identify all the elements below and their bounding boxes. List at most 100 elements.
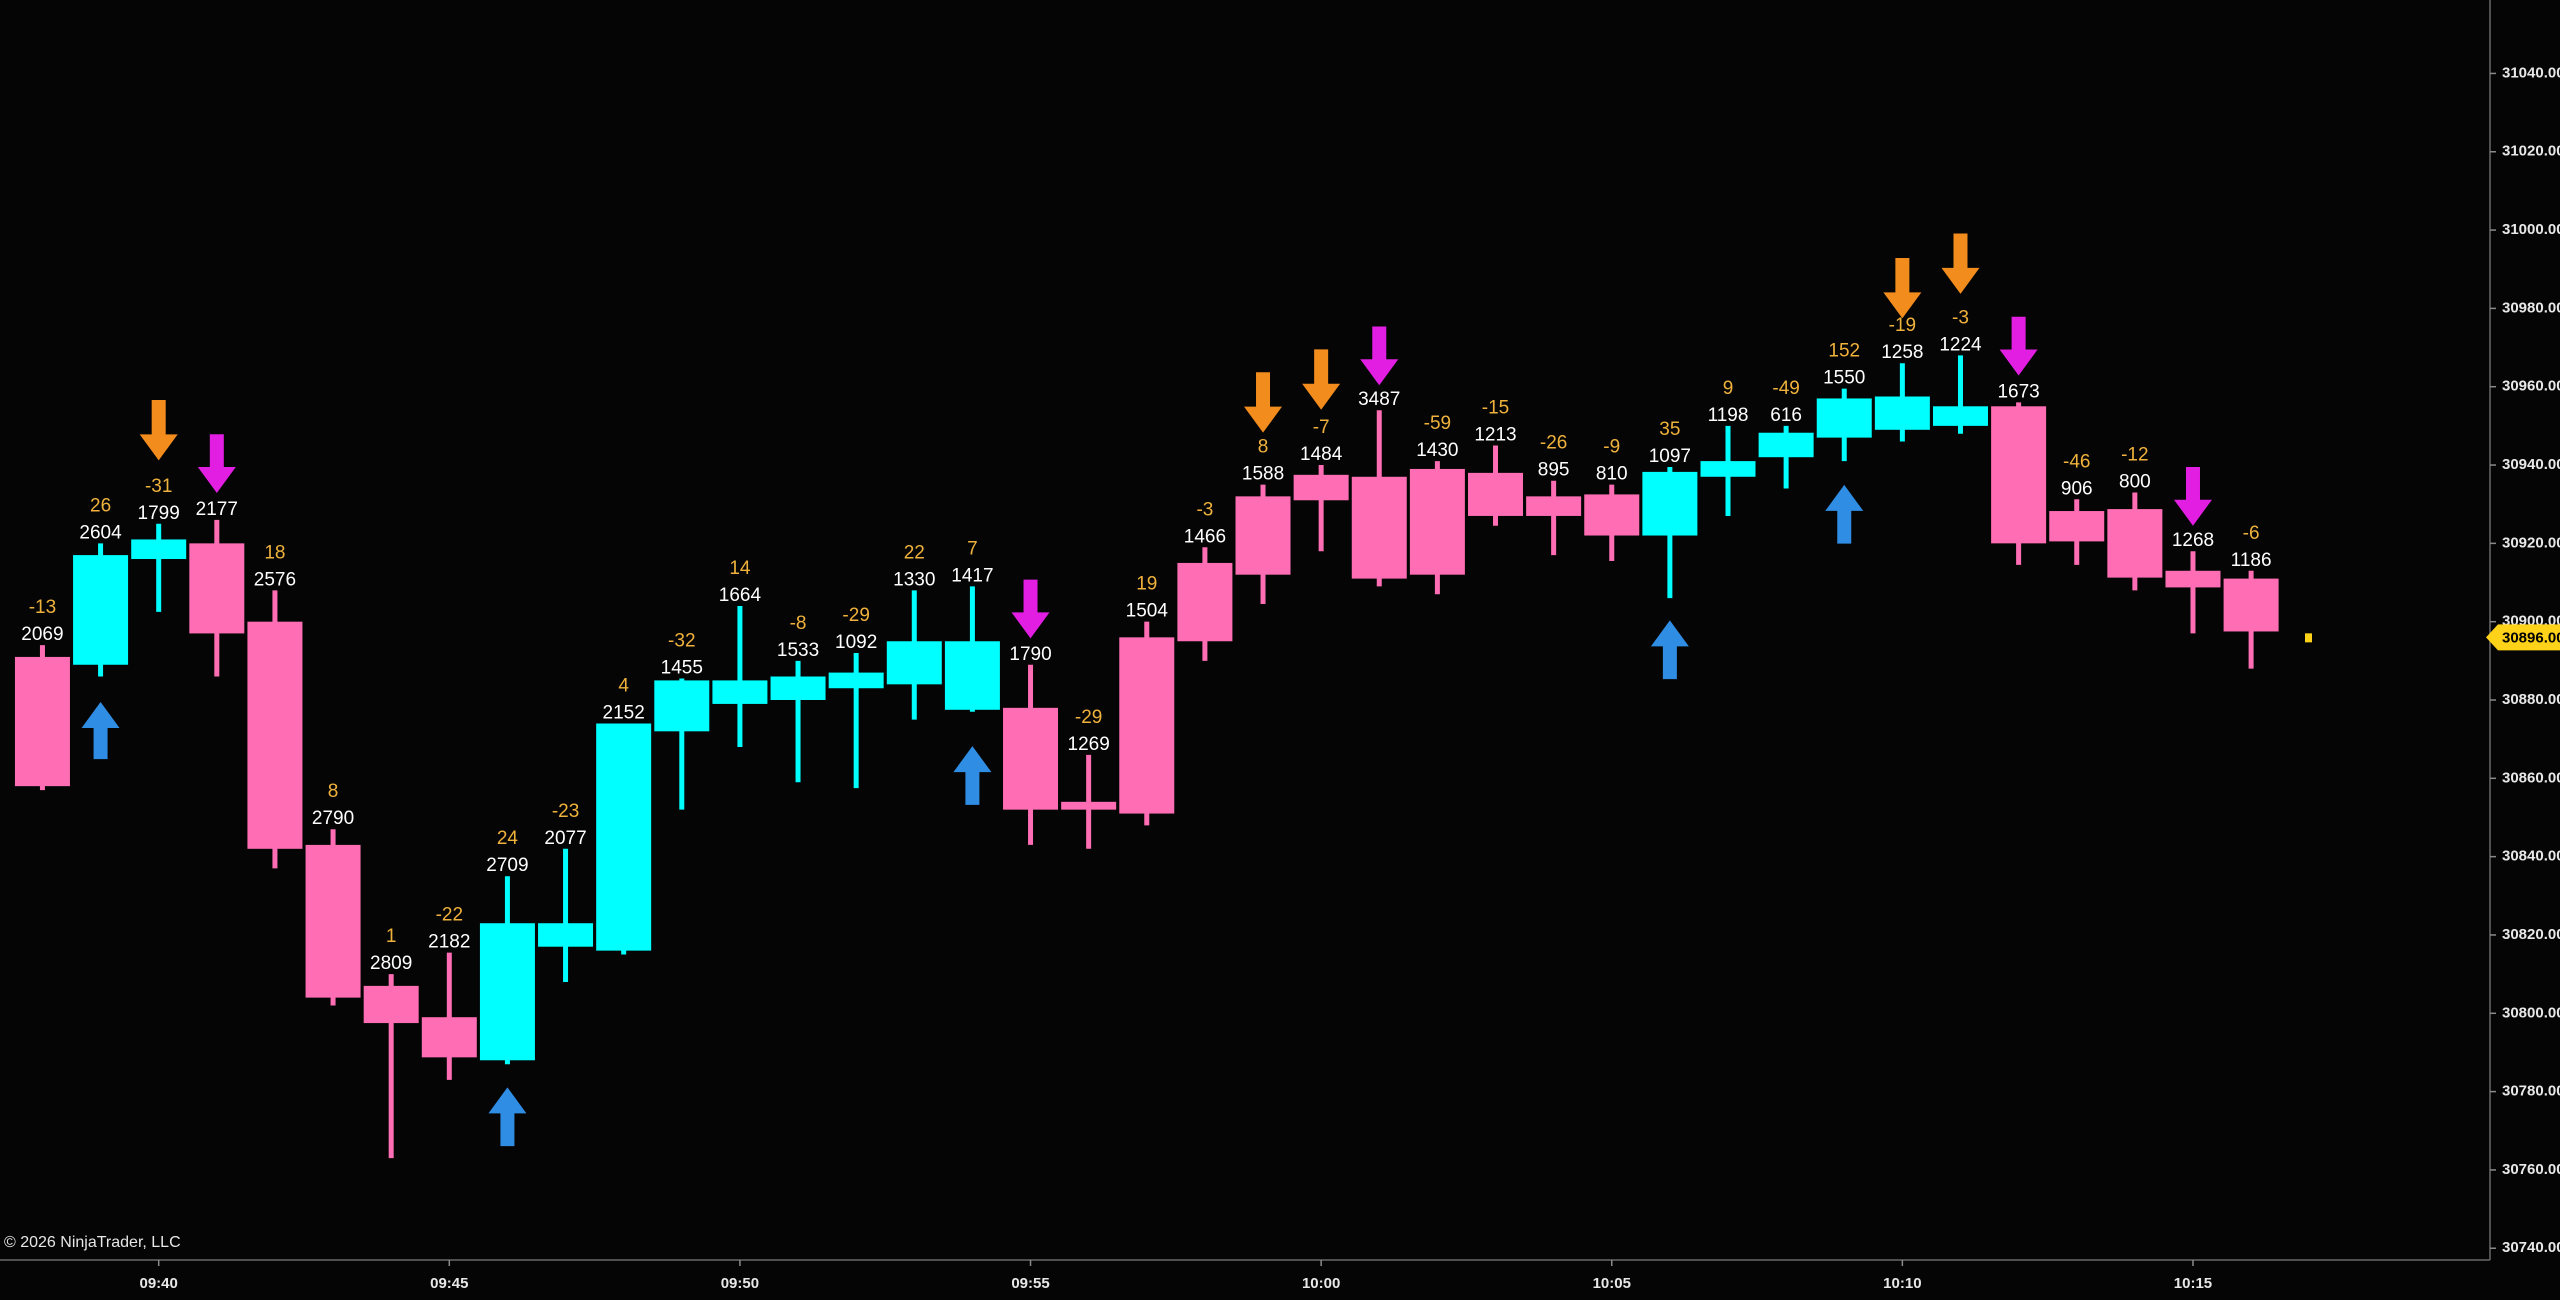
candle-body [1816,398,1872,438]
volume-label: 1466 [1184,526,1226,547]
candle-body [479,923,535,1061]
volume-label: 1533 [777,640,819,661]
volume-label: 810 [1596,464,1628,485]
volume-label: 1664 [719,585,762,606]
volume-label: 2182 [428,932,470,953]
volume-label: 1504 [1126,601,1169,622]
delta-label: -23 [552,801,579,822]
y-tick-label: 30960.00 [2502,378,2560,395]
candle-body [189,543,245,634]
candle-body [1177,562,1233,642]
volume-label: 1550 [1823,368,1865,389]
volume-label: 906 [2061,478,2093,499]
delta-label: -29 [1075,707,1102,728]
volume-label: 2604 [79,522,122,543]
volume-label: 2790 [312,808,354,829]
candle-body [2049,511,2105,542]
candle-body [247,621,303,849]
candle-body [1293,474,1349,501]
volume-label: 895 [1538,460,1570,481]
candle-body [944,641,1000,710]
delta-label: 35 [1659,419,1680,440]
delta-label: -13 [29,597,56,618]
delta-label: 26 [90,495,111,516]
volume-label: 1268 [2172,530,2214,551]
last-price-tick [2305,633,2312,643]
volume-label: 1455 [661,657,703,678]
volume-label: 1673 [1997,381,2039,402]
y-tick-label: 30940.00 [2502,456,2560,473]
candle-body [1932,406,1988,426]
last-price-marker [2486,624,2560,651]
candle-body [1642,471,1698,536]
delta-label: 8 [1258,437,1269,458]
y-tick-label: 31020.00 [2502,143,2560,160]
sell-arrow [1302,349,1341,410]
volume-label: 2576 [254,569,296,590]
y-tick-label: 30780.00 [2502,1083,2560,1100]
volume-label: 1790 [1009,644,1051,665]
last-price-label: 30896.00 [2502,629,2560,646]
delta-label: -49 [1772,378,1799,399]
y-tick-label: 30820.00 [2502,926,2560,943]
candle-body [2165,570,2221,588]
candle-body [886,641,942,685]
y-tick-label: 30980.00 [2502,299,2560,316]
candle-body [1351,476,1407,579]
candle-body [14,656,70,787]
delta-label: -19 [1889,315,1916,336]
delta-label: -46 [2063,451,2090,472]
x-tick-label: 09:45 [430,1275,468,1292]
candle-body [1468,472,1524,516]
volume-label: 616 [1770,405,1802,426]
x-tick-label: 09:55 [1011,1275,1049,1292]
volume-label: 1417 [951,565,993,586]
sell-arrow [1883,257,1922,319]
volume-label: 1799 [138,503,180,524]
delta-label: -22 [436,905,463,926]
volume-label: 1258 [1881,342,1923,363]
y-tick-label: 30760.00 [2502,1161,2560,1178]
sell-arrow [1244,372,1283,433]
sell-arrow [1360,326,1399,386]
delta-label: -12 [2121,444,2148,465]
volume-label: 1213 [1474,424,1516,445]
volume-label: 1224 [1939,334,1982,355]
candle-body [305,844,361,998]
delta-label: -32 [668,630,695,651]
candle-body [1584,494,1640,536]
y-tick-label: 30840.00 [2502,848,2560,865]
sell-arrow [2173,466,2212,526]
candle-body [73,555,129,665]
delta-label: -59 [1424,413,1451,434]
candle-body [2107,509,2163,578]
y-tick-label: 30740.00 [2502,1239,2560,1256]
volume-label: 2077 [544,828,586,849]
buy-arrow [953,746,992,805]
candle-body [596,723,652,951]
copyright: © 2026 NinjaTrader, LLC [4,1234,181,1251]
volume-label: 3487 [1358,389,1400,410]
delta-label: 19 [1136,574,1157,595]
candle-body [1991,406,2047,544]
y-tick-label: 30920.00 [2502,534,2560,551]
volume-label: 2709 [486,855,528,876]
delta-label: -3 [1196,499,1213,520]
delta-label: 18 [264,542,285,563]
candle-body [1235,496,1291,575]
volume-label: 1092 [835,632,877,653]
y-tick-label: 31000.00 [2502,221,2560,238]
sell-arrow [1011,579,1050,639]
candle-body [1526,496,1582,516]
delta-label: 152 [1828,341,1860,362]
y-tick-label: 30860.00 [2502,769,2560,786]
buy-arrow [488,1087,527,1147]
x-tick-label: 10:00 [1302,1275,1340,1292]
volume-label: 1198 [1708,405,1749,426]
sell-arrow [197,434,236,494]
delta-label: 1 [386,926,397,947]
volume-label: 2177 [196,499,238,520]
x-tick-label: 10:10 [1883,1275,1921,1292]
